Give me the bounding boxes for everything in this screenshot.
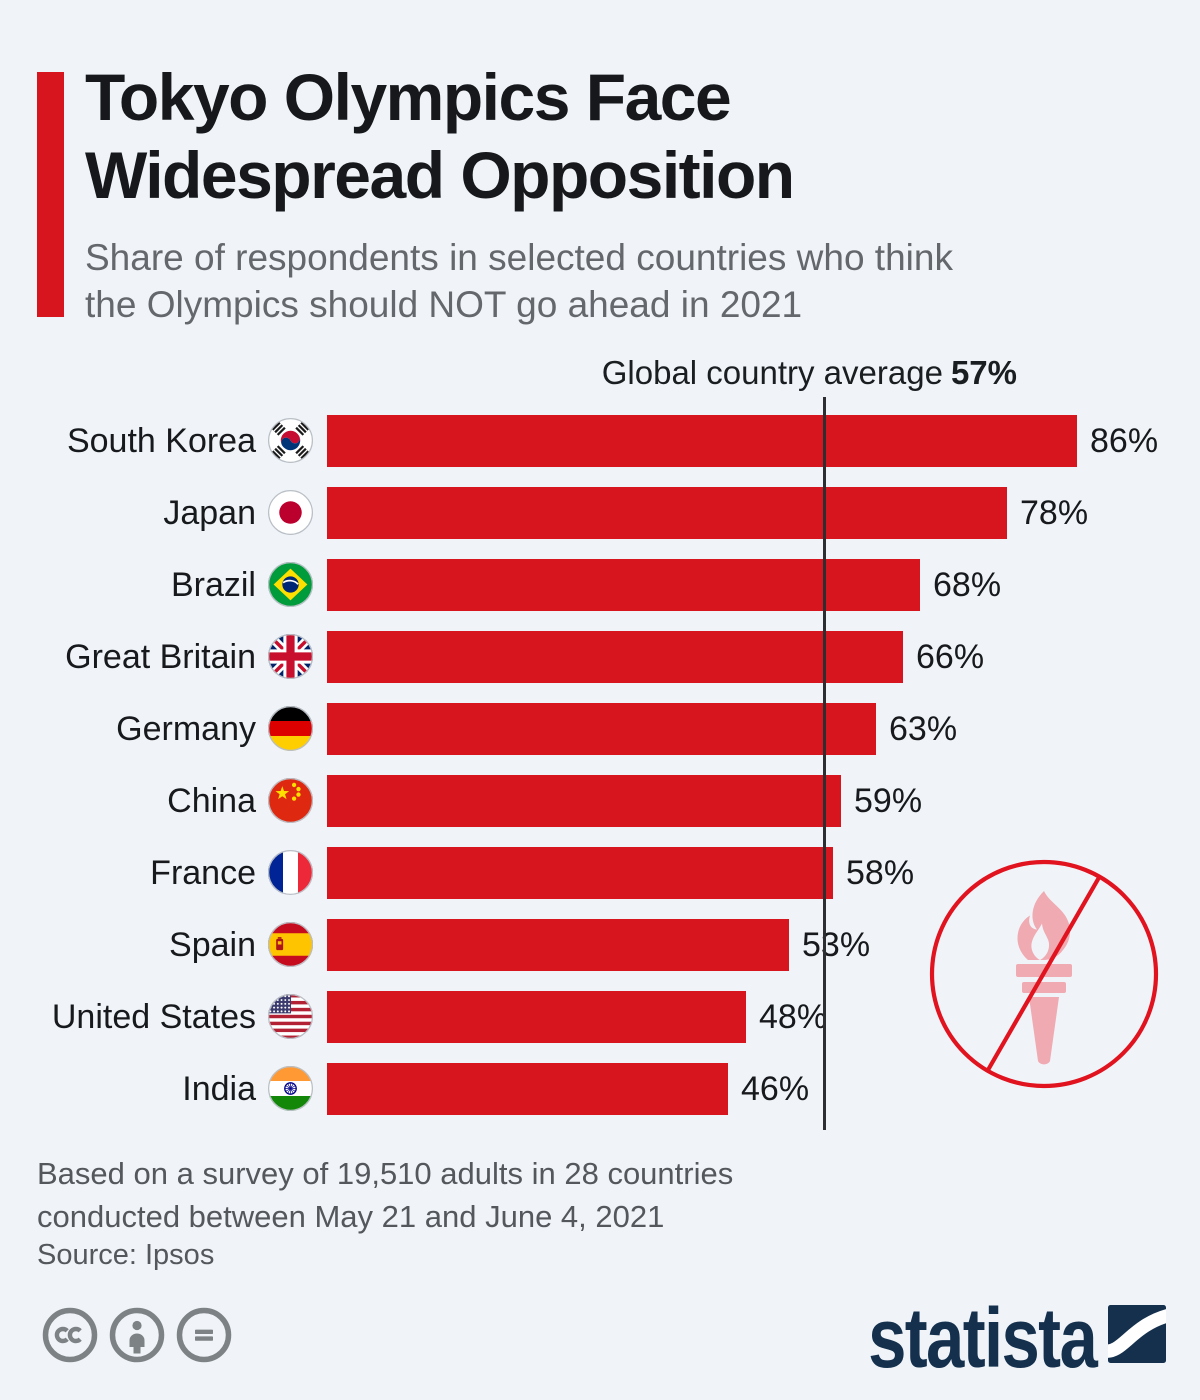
statista-mark-icon[interactable]	[1108, 1305, 1166, 1363]
chart-row-india: India 46%	[0, 1063, 1200, 1115]
subtitle-line-1: Share of respondents in selected countri…	[85, 237, 953, 278]
survey-note-line-1: Based on a survey of 19,510 adults in 28…	[37, 1156, 734, 1191]
title-line-1: Tokyo Olympics Face	[85, 60, 732, 134]
bar-japan	[327, 487, 1007, 539]
chart-subtitle: Share of respondents in selected countri…	[85, 234, 953, 328]
torch-flame-notch	[1031, 923, 1050, 960]
subtitle-line-2: the Olympics should NOT go ahead in 2021	[85, 284, 803, 325]
chart-row-spain: Spain 53%	[0, 919, 1200, 971]
attribution-icon[interactable]	[109, 1307, 165, 1363]
survey-note: Based on a survey of 19,510 adults in 28…	[37, 1152, 733, 1238]
flag-icon-japan	[268, 490, 313, 535]
country-label-france: France	[150, 854, 256, 892]
bar-united-states	[327, 991, 746, 1043]
country-label-south-korea: South Korea	[66, 422, 256, 460]
no-derivatives-icon[interactable]	[176, 1307, 232, 1363]
flag-icon-china	[268, 778, 313, 823]
chart-row-japan: Japan 78%	[0, 487, 1200, 539]
value-label-great-britain: 66%	[916, 638, 985, 676]
value-label-germany: 63%	[889, 710, 958, 748]
chart-row-france: France 58%	[0, 847, 1200, 899]
value-label-spain: 53%	[802, 926, 871, 964]
bar-spain	[327, 919, 789, 971]
flag-icon-france	[268, 850, 313, 895]
license-icons	[42, 1307, 232, 1363]
country-label-japan: Japan	[163, 494, 256, 532]
average-annotation: Global country average 57%	[0, 354, 1017, 392]
cc-icon[interactable]	[42, 1307, 98, 1363]
bar-south-korea	[327, 415, 1077, 467]
flag-icon-india	[268, 1066, 313, 1111]
flag-icon-great-britain	[268, 634, 313, 679]
prohibition-circle	[929, 859, 1159, 1089]
no-olympics-torch-icon	[929, 859, 1159, 1089]
country-label-india: India	[182, 1070, 256, 1108]
prohibition-slash	[986, 876, 1101, 1072]
country-label-germany: Germany	[116, 710, 256, 748]
chart-row-china: China 59%	[0, 775, 1200, 827]
flag-icon-spain	[268, 922, 313, 967]
country-label-china: China	[167, 782, 256, 820]
country-label-spain: Spain	[169, 926, 256, 964]
flag-icon-germany	[268, 706, 313, 751]
value-label-china: 59%	[854, 782, 923, 820]
chart-row-germany: Germany 63%	[0, 703, 1200, 755]
average-value: 57%	[950, 354, 1017, 391]
average-annotation-text: Global country average	[601, 354, 943, 391]
value-label-south-korea: 86%	[1090, 422, 1159, 460]
chart-row-brazil: Brazil 68%	[0, 559, 1200, 611]
value-label-brazil: 68%	[933, 566, 1002, 604]
value-label-united-states: 48%	[759, 998, 828, 1036]
value-label-india: 46%	[741, 1070, 810, 1108]
bar-chart: South Korea 86% Japan 78% Brazil 68% Great Bri…	[0, 415, 1200, 1125]
bar-brazil	[327, 559, 920, 611]
bar-france	[327, 847, 833, 899]
torch-icon	[1016, 891, 1072, 1065]
statista-wordmark[interactable]: statista	[867, 1291, 1098, 1385]
chart-row-great-britain: Great Britain 66%	[0, 631, 1200, 683]
average-reference-line	[823, 397, 826, 1130]
value-label-japan: 78%	[1020, 494, 1089, 532]
country-label-united-states: United States	[51, 998, 256, 1036]
bar-germany	[327, 703, 876, 755]
title-accent-bar	[37, 72, 64, 317]
value-label-france: 58%	[846, 854, 915, 892]
source-label: Source: Ipsos	[37, 1239, 215, 1271]
chart-row-united-states: United States 48%	[0, 991, 1200, 1043]
country-label-great-britain: Great Britain	[65, 638, 256, 676]
chart-row-south-korea: South Korea 86%	[0, 415, 1200, 467]
flag-icon-south-korea	[268, 418, 313, 463]
flag-icon-brazil	[268, 562, 313, 607]
bar-china	[327, 775, 841, 827]
bar-india	[327, 1063, 728, 1115]
page-title: Tokyo Olympics Face Widespread Oppositio…	[85, 58, 795, 214]
flag-icon-united-states	[268, 994, 313, 1039]
survey-note-line-2: conducted between May 21 and June 4, 202…	[37, 1199, 665, 1234]
bar-great-britain	[327, 631, 903, 683]
country-label-brazil: Brazil	[170, 566, 256, 604]
title-line-2: Widespread Opposition	[85, 138, 795, 212]
